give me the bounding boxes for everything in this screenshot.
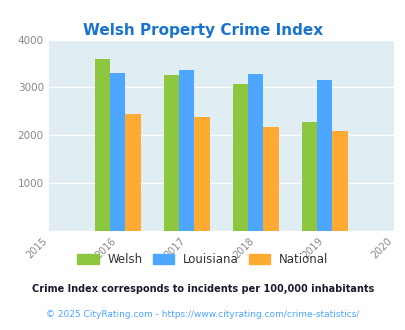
Bar [194,117,209,231]
Bar [164,76,179,231]
Bar [179,70,194,231]
Bar [301,122,316,231]
Bar [232,84,247,231]
Legend: Welsh, Louisiana, National: Welsh, Louisiana, National [72,248,333,271]
Bar [316,80,332,231]
Bar [263,127,278,231]
Text: Welsh Property Crime Index: Welsh Property Crime Index [83,23,322,38]
Bar [247,74,263,231]
Bar [95,59,110,231]
Bar [110,73,125,231]
Bar [125,114,140,231]
Bar [332,130,347,231]
Text: © 2025 CityRating.com - https://www.cityrating.com/crime-statistics/: © 2025 CityRating.com - https://www.city… [46,310,359,319]
Text: Crime Index corresponds to incidents per 100,000 inhabitants: Crime Index corresponds to incidents per… [32,284,373,294]
